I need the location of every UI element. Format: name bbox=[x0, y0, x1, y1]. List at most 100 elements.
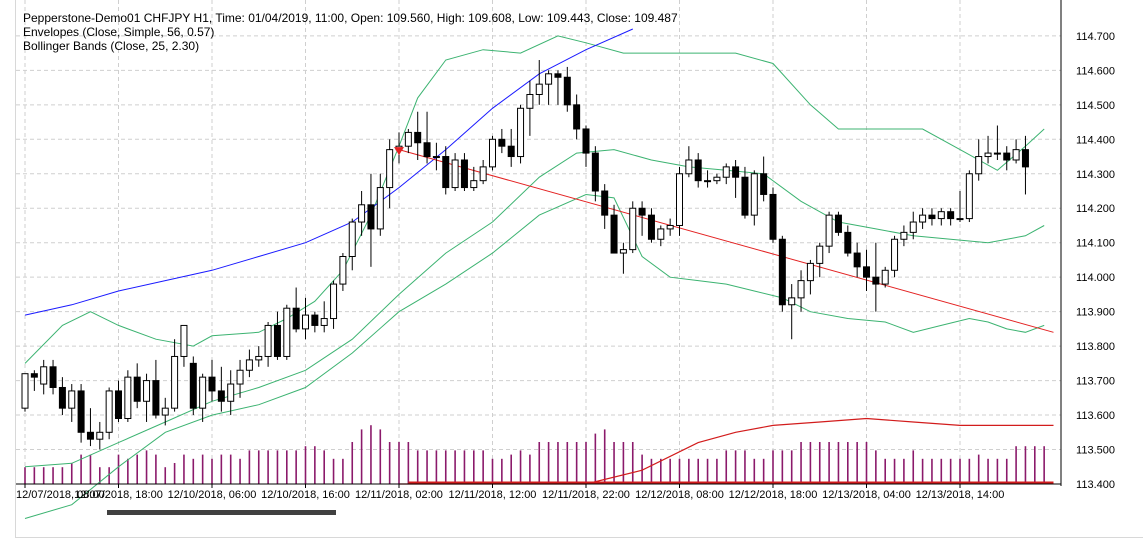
candle-body bbox=[507, 145, 515, 158]
envelope-line bbox=[24, 28, 634, 316]
x-tick-label: 12/11/2018, 12:00 bbox=[449, 489, 537, 501]
candle-body bbox=[152, 380, 160, 416]
candle-body bbox=[115, 390, 122, 420]
candle bbox=[208, 359, 216, 402]
candle bbox=[339, 253, 347, 291]
candle bbox=[685, 146, 693, 178]
trend-line bbox=[398, 149, 1054, 333]
candle-body bbox=[676, 173, 683, 226]
candle bbox=[1003, 146, 1011, 171]
candle bbox=[806, 259, 814, 295]
candle bbox=[423, 111, 431, 164]
horizontal-scrollbar-thumb[interactable] bbox=[107, 510, 336, 515]
candle-body bbox=[965, 173, 973, 220]
candle bbox=[947, 208, 955, 226]
candle-body bbox=[302, 314, 309, 330]
candle bbox=[647, 208, 655, 243]
candle bbox=[741, 166, 749, 219]
candle bbox=[330, 280, 338, 329]
candle bbox=[470, 166, 478, 192]
candle bbox=[975, 139, 983, 181]
candle bbox=[834, 211, 842, 236]
x-tick-label: 12/12/2018, 08:00 bbox=[635, 489, 724, 501]
x-tick-label: 12/07/2018, 18:00 bbox=[74, 489, 163, 501]
candle-body bbox=[526, 93, 534, 109]
candle bbox=[844, 225, 852, 257]
candle-body bbox=[563, 76, 571, 106]
y-tick-label: 113.700 bbox=[1076, 376, 1115, 388]
candle bbox=[386, 139, 394, 209]
candle bbox=[535, 60, 543, 105]
candle bbox=[460, 153, 468, 192]
candle bbox=[1021, 135, 1029, 195]
candle bbox=[171, 339, 179, 412]
candle-body bbox=[236, 369, 244, 385]
candle bbox=[713, 173, 721, 185]
volume-ma-line bbox=[399, 417, 1054, 485]
candle-body bbox=[273, 324, 281, 357]
candle bbox=[993, 125, 1001, 160]
candle bbox=[376, 173, 384, 236]
candle-body bbox=[928, 214, 936, 220]
candle bbox=[489, 135, 496, 171]
candle-body bbox=[143, 380, 151, 402]
candle-body bbox=[993, 152, 1001, 155]
candle-body bbox=[610, 214, 618, 254]
candle-body bbox=[227, 383, 235, 402]
candle bbox=[245, 349, 253, 378]
bollinger-upper-line bbox=[24, 35, 1045, 364]
y-tick-label: 114.300 bbox=[1076, 169, 1115, 181]
candle-body bbox=[264, 324, 272, 357]
candle bbox=[732, 159, 740, 198]
candle bbox=[937, 208, 945, 226]
candle-body bbox=[320, 318, 328, 326]
y-tick-label: 114.600 bbox=[1076, 65, 1115, 77]
candle bbox=[367, 173, 375, 267]
candle-body bbox=[909, 221, 917, 233]
candle-body bbox=[975, 156, 983, 175]
candle bbox=[105, 387, 113, 440]
candle-body bbox=[470, 180, 478, 189]
candle-body bbox=[647, 214, 655, 240]
candle bbox=[115, 380, 122, 422]
candlestick-chart[interactable]: 114.700 114.600 114.500 114.400 114.300 114.2… bbox=[16, 0, 1143, 537]
x-tick-label: 12/11/2018, 02:00 bbox=[355, 489, 443, 501]
candle-body bbox=[769, 193, 777, 240]
candle bbox=[909, 211, 917, 240]
candle-body bbox=[77, 390, 85, 433]
candle bbox=[563, 66, 571, 112]
y-tick-label: 113.400 bbox=[1076, 479, 1115, 491]
y-tick-label: 114.000 bbox=[1076, 272, 1115, 284]
y-tick-label: 114.700 bbox=[1076, 31, 1115, 43]
candles[interactable] bbox=[21, 60, 1029, 450]
candle-body bbox=[133, 376, 141, 402]
candle-body bbox=[704, 180, 712, 183]
candle-body bbox=[86, 431, 94, 440]
candle bbox=[965, 170, 973, 223]
candle bbox=[227, 370, 235, 416]
candle-body bbox=[984, 152, 992, 158]
candle-body bbox=[330, 283, 338, 320]
y-tick-label: 114.500 bbox=[1076, 100, 1115, 112]
candle-body bbox=[554, 73, 562, 78]
candle bbox=[404, 128, 412, 154]
candle-body bbox=[171, 355, 179, 409]
candle bbox=[657, 225, 665, 247]
candle bbox=[619, 242, 627, 274]
candle bbox=[629, 201, 637, 254]
candle-body bbox=[124, 376, 132, 420]
candle-body bbox=[348, 221, 356, 257]
candle-body bbox=[339, 256, 347, 285]
candle bbox=[68, 384, 76, 422]
x-tick-label: 12/10/2018, 06:00 bbox=[168, 489, 257, 501]
candle bbox=[750, 170, 758, 226]
candle bbox=[704, 170, 712, 188]
candle-body bbox=[358, 204, 366, 223]
candle bbox=[143, 373, 151, 422]
volume-bars bbox=[24, 425, 1045, 484]
candle bbox=[283, 304, 291, 360]
y-tick-label: 113.500 bbox=[1076, 445, 1115, 457]
legend-bollinger: Bollinger Bands (Close, 25, 2.30) bbox=[23, 39, 200, 53]
candle-body bbox=[414, 131, 422, 144]
